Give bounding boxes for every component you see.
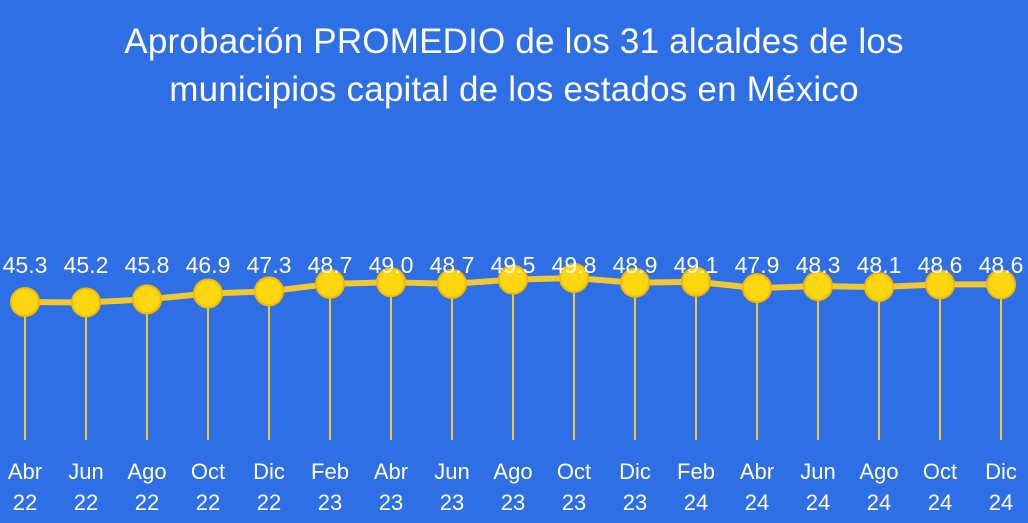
data-label-14: 48.1 — [857, 252, 902, 278]
x-tick-year: 23 — [318, 490, 342, 515]
x-tick-year: 24 — [989, 490, 1013, 515]
x-tick-year: 23 — [501, 490, 525, 515]
data-point-2 — [132, 284, 162, 315]
x-tick-label-12: Abr 24 — [740, 459, 774, 515]
chart-title-line-2: municipios capital de los estados en Méx… — [169, 70, 859, 109]
data-label-2: 45.8 — [125, 252, 170, 278]
x-tick-month: Oct — [923, 459, 957, 484]
x-tick-month: Feb — [311, 459, 349, 484]
data-point-5 — [315, 268, 345, 299]
x-tick-month: Oct — [557, 459, 591, 484]
x-tick-label-14: Ago 24 — [859, 459, 898, 515]
x-tick-label-10: Dic 23 — [619, 459, 651, 515]
data-label-3: 46.9 — [186, 252, 231, 278]
x-tick-month: Abr — [8, 459, 42, 484]
data-label-6: 49.0 — [369, 252, 414, 278]
x-tick-year: 22 — [74, 490, 98, 515]
data-label-11: 49.1 — [674, 252, 719, 278]
x-tick-month: Abr — [740, 459, 774, 484]
data-label-7: 48.7 — [430, 252, 475, 278]
data-point-1 — [71, 287, 101, 318]
data-label-12: 47.9 — [735, 252, 780, 278]
x-tick-year: 24 — [684, 490, 708, 515]
x-tick-month: Ago — [493, 459, 532, 484]
x-tick-year: 24 — [745, 490, 769, 515]
x-tick-year: 22 — [13, 490, 37, 515]
data-point-8 — [498, 264, 528, 295]
data-point-4 — [254, 276, 284, 307]
x-tick-year: 23 — [379, 490, 403, 515]
data-label-16: 48.6 — [979, 252, 1024, 278]
x-tick-label-0: Abr 22 — [8, 459, 42, 515]
x-tick-month: Dic — [253, 459, 285, 484]
x-tick-month: Feb — [677, 459, 715, 484]
x-tick-year: 22 — [196, 490, 220, 515]
x-tick-year: 22 — [135, 490, 159, 515]
data-point-7 — [437, 268, 467, 299]
x-tick-label-8: Ago 23 — [493, 459, 532, 515]
data-point-14 — [864, 272, 894, 303]
data-label-1: 45.2 — [64, 252, 109, 278]
data-label-4: 47.3 — [247, 252, 292, 278]
x-tick-year: 24 — [806, 490, 830, 515]
x-tick-label-13: Jun 24 — [800, 459, 835, 515]
x-tick-label-1: Jun 22 — [68, 459, 103, 515]
data-label-9: 49.8 — [552, 252, 597, 278]
x-tick-label-2: Ago 22 — [127, 459, 166, 515]
x-tick-label-4: Dic 22 — [253, 459, 285, 515]
x-tick-month: Dic — [985, 459, 1017, 484]
data-label-8: 49.5 — [491, 252, 536, 278]
data-point-12 — [742, 273, 772, 304]
data-label-0: 45.3 — [3, 252, 48, 278]
data-point-9 — [559, 263, 589, 293]
x-tick-month: Jun — [800, 459, 835, 484]
x-tick-label-9: Oct 23 — [557, 459, 591, 515]
x-tick-month: Ago — [859, 459, 898, 484]
x-tick-year: 22 — [257, 490, 281, 515]
x-tick-year: 24 — [867, 490, 891, 515]
x-tick-label-16: Dic 24 — [985, 459, 1017, 515]
data-label-5: 48.7 — [308, 252, 353, 278]
x-tick-month: Oct — [191, 459, 225, 484]
data-point-3 — [193, 278, 223, 309]
data-point-10 — [620, 267, 650, 298]
data-point-11 — [681, 266, 711, 297]
data-label-10: 48.9 — [613, 252, 658, 278]
data-label-15: 48.6 — [918, 252, 963, 278]
data-point-13 — [803, 271, 833, 301]
chart-title-line-1: Aprobación PROMEDIO de los 31 alcaldes d… — [124, 22, 904, 61]
x-tick-label-7: Jun 23 — [434, 459, 469, 515]
x-tick-label-15: Oct 24 — [923, 459, 957, 515]
data-point-0 — [10, 287, 40, 317]
x-tick-month: Dic — [619, 459, 651, 484]
data-point-16 — [986, 269, 1016, 300]
x-tick-month: Abr — [374, 459, 408, 484]
x-tick-month: Ago — [127, 459, 166, 484]
x-tick-year: 24 — [928, 490, 952, 515]
x-tick-year: 23 — [562, 490, 586, 515]
x-tick-month: Jun — [68, 459, 103, 484]
x-tick-label-5: Feb 23 — [311, 459, 349, 515]
x-tick-label-11: Feb 24 — [677, 459, 715, 515]
data-point-6 — [376, 267, 406, 298]
x-tick-month: Jun — [434, 459, 469, 484]
data-point-15 — [925, 269, 955, 300]
x-tick-label-6: Abr 23 — [374, 459, 408, 515]
x-tick-year: 23 — [623, 490, 647, 515]
x-tick-year: 23 — [440, 490, 464, 515]
x-tick-label-3: Oct 22 — [191, 459, 225, 515]
data-label-13: 48.3 — [796, 252, 841, 278]
chart-title: Aprobación PROMEDIO de los 31 alcaldes d… — [0, 18, 1028, 114]
